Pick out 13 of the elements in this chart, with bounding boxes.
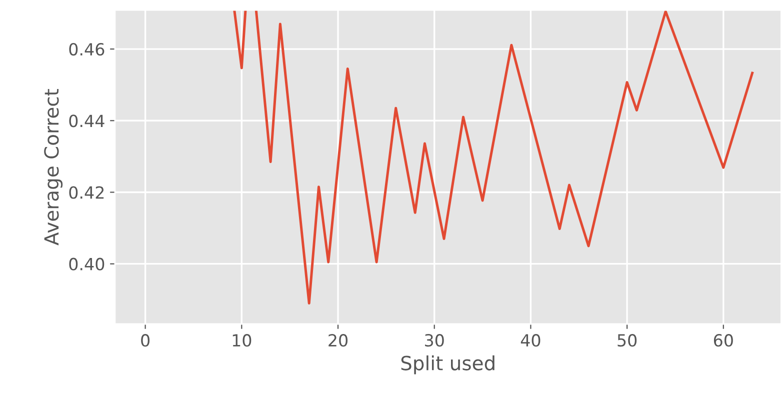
x-tick-label: 0 xyxy=(141,334,150,347)
y-tick-label: 0.46 xyxy=(69,42,104,56)
y-tick-label: 0.44 xyxy=(69,114,104,128)
y-axis-title: Average Correct xyxy=(44,88,63,246)
x-tick-label: 40 xyxy=(520,334,540,347)
x-tick-label: 10 xyxy=(232,334,252,347)
y-tick-label: 0.40 xyxy=(69,258,104,270)
x-tick-label: 30 xyxy=(425,334,444,347)
x-axis-title: Split used xyxy=(401,355,494,374)
y-tick-label: 0.42 xyxy=(69,186,104,199)
x-tick-label: 60 xyxy=(714,334,733,347)
x-tick-label: 20 xyxy=(328,334,348,347)
x-tick-label: 50 xyxy=(618,334,637,347)
